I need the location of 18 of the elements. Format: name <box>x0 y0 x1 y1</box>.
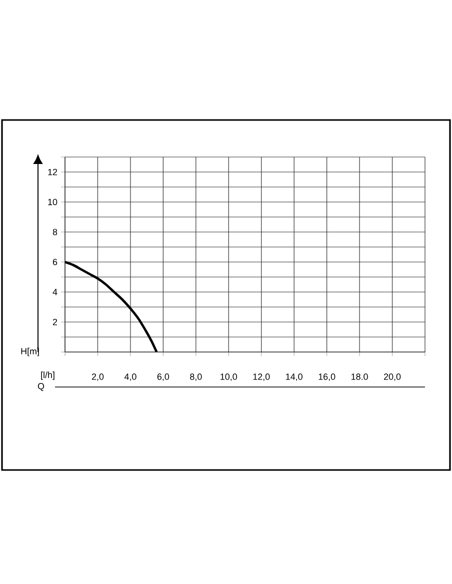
x-tick-label: 8,0 <box>190 374 202 381</box>
x-tick-label: 6,0 <box>157 374 170 381</box>
x-axis-title: [l/h] <box>41 372 54 380</box>
x-tick-label: 10,0 <box>220 374 238 381</box>
y-tick-label: 12 <box>48 168 58 176</box>
y-tick-label: 2 <box>52 318 58 326</box>
y-tick-label: 8 <box>52 228 58 236</box>
x-tick-label: 20,0 <box>384 374 401 381</box>
x-tick-label: 14,0 <box>286 374 302 381</box>
y-tick-label: 4 <box>52 288 58 296</box>
x-tick-label: 4,0 <box>124 374 136 381</box>
x-tick-label: 12,0 <box>253 374 270 381</box>
y-tick-label: 10 <box>48 198 58 206</box>
x-tick-label: 18.0 <box>352 374 368 380</box>
text: Q <box>38 383 44 391</box>
x-tick-label: 2,0 <box>92 374 104 381</box>
y-tick-label: 6 <box>52 258 58 266</box>
x-tick-label: 16,0 <box>318 374 336 381</box>
